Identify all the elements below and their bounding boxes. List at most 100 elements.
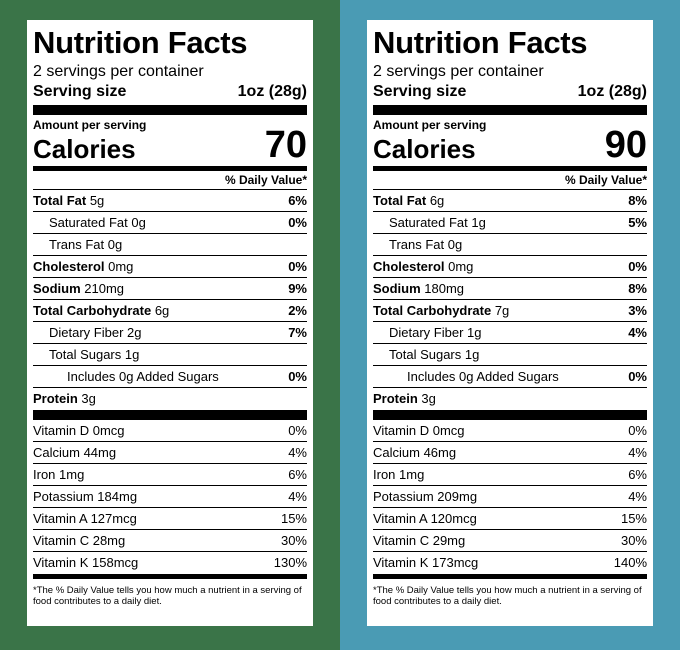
label-title: Nutrition Facts bbox=[33, 25, 248, 60]
vitamin-pct: 30% bbox=[280, 533, 307, 548]
nutrient-pct: 2% bbox=[288, 303, 307, 318]
nutrient-name-bold: Protein bbox=[33, 391, 78, 406]
vitamin-row: Iron 1mg 6% bbox=[33, 464, 307, 486]
nutrient-name: Dietary Fiber 1g bbox=[389, 325, 482, 340]
calories-value: 90 bbox=[604, 124, 647, 166]
nutrient-row: Saturated Fat 1g 5% bbox=[373, 212, 647, 234]
vitamin-row: Iron 1mg 6% bbox=[373, 464, 647, 486]
nutrient-row: Dietary Fiber 2g 7% bbox=[33, 322, 307, 344]
vitamin-row: Vitamin C 29mg 30% bbox=[373, 530, 647, 552]
nutrient-pct: 0% bbox=[628, 369, 647, 384]
nutrient-pct: 8% bbox=[628, 281, 647, 296]
nutrient-name: Includes 0g Added Sugars bbox=[67, 369, 219, 384]
nutrient-row: Includes 0g Added Sugars 0% bbox=[373, 366, 647, 388]
vitamin-name: Vitamin A 127mcg bbox=[33, 511, 137, 526]
nutrient-amount: 0mg bbox=[104, 259, 134, 274]
nutrient-pct: 5% bbox=[628, 215, 647, 230]
nutrient-amount: 180mg bbox=[420, 281, 465, 296]
nutrient-amount: 3g bbox=[417, 391, 436, 406]
nutrient-name: Trans Fat 0g bbox=[49, 237, 123, 252]
nutrient-amount: 210mg bbox=[80, 281, 125, 296]
nutrient-name-bold: Sodium bbox=[373, 281, 421, 296]
nutrient-pct: 7% bbox=[288, 325, 307, 340]
nutrient-name-bold: Total Fat bbox=[373, 193, 427, 208]
vitamin-row: Potassium 184mg 4% bbox=[33, 486, 307, 508]
serving-size-label: Serving size bbox=[33, 83, 127, 100]
vitamin-pct: 130% bbox=[273, 555, 307, 570]
nutrient-pct: 0% bbox=[628, 259, 647, 274]
nutrient-row: Trans Fat 0g bbox=[373, 234, 647, 256]
nutrient-name: Saturated Fat 1g bbox=[389, 215, 486, 230]
vitamin-pct: 15% bbox=[280, 511, 307, 526]
vitamin-row: Vitamin A 120mcg 15% bbox=[373, 508, 647, 530]
nutrient-name: Includes 0g Added Sugars bbox=[407, 369, 559, 384]
vitamin-row: Potassium 209mg 4% bbox=[373, 486, 647, 508]
nutrient-row: Dietary Fiber 1g 4% bbox=[373, 322, 647, 344]
thick-divider bbox=[373, 105, 647, 115]
nutrient-row: Cholesterol 0mg 0% bbox=[373, 256, 647, 278]
thick-divider bbox=[33, 105, 307, 115]
vitamin-pct: 30% bbox=[620, 533, 647, 548]
nutrient-pct: 4% bbox=[628, 325, 647, 340]
vitamin-pct: 140% bbox=[613, 555, 647, 570]
calories-label: Calories bbox=[373, 134, 476, 164]
nutrient-name: Dietary Fiber 2g bbox=[49, 325, 142, 340]
vitamin-row: Vitamin K 173mcg 140% bbox=[373, 552, 647, 574]
nutrient-row: Cholesterol 0mg 0% bbox=[33, 256, 307, 278]
vitamin-row: Vitamin K 158mcg 130% bbox=[33, 552, 307, 574]
vitamin-pct: 4% bbox=[628, 445, 647, 460]
vitamin-row: Vitamin A 127mcg 15% bbox=[33, 508, 307, 530]
nutrient-amount: 5g bbox=[86, 193, 105, 208]
vitamin-name: Calcium 44mg bbox=[33, 445, 117, 460]
nutrient-row: Total Carbohydrate 7g 3% bbox=[373, 300, 647, 322]
nutrient-amount: 6g bbox=[151, 303, 170, 318]
left-panel: Nutrition Facts 2 servings per container… bbox=[0, 0, 340, 650]
nutrient-row: Total Fat 5g 6% bbox=[33, 190, 307, 212]
daily-value-header: % Daily Value* bbox=[33, 171, 307, 190]
calories-row: Calories 90 bbox=[373, 126, 647, 164]
nutrition-label-left: Nutrition Facts 2 servings per container… bbox=[27, 20, 313, 626]
vitamin-row: Vitamin D 0mcg 0% bbox=[373, 420, 647, 442]
nutrient-row: Trans Fat 0g bbox=[33, 234, 307, 256]
vitamin-name: Potassium 184mg bbox=[33, 489, 138, 504]
nutrient-row: Includes 0g Added Sugars 0% bbox=[33, 366, 307, 388]
nutrient-row: Sodium 210mg 9% bbox=[33, 278, 307, 300]
footer-divider bbox=[373, 574, 647, 579]
vitamin-pct: 0% bbox=[288, 423, 307, 438]
nutrient-name-bold: Cholesterol bbox=[373, 259, 445, 274]
nutrient-pct: 6% bbox=[288, 193, 307, 208]
servings-per-container: 2 servings per container bbox=[373, 63, 544, 80]
label-title: Nutrition Facts bbox=[373, 25, 588, 60]
footnote: *The % Daily Value tells you how much a … bbox=[373, 585, 642, 607]
daily-value-header: % Daily Value* bbox=[373, 171, 647, 190]
medium-divider bbox=[373, 166, 647, 171]
nutrient-amount: 0mg bbox=[444, 259, 474, 274]
nutrient-amount: 7g bbox=[491, 303, 510, 318]
vitamin-row: Vitamin D 0mcg 0% bbox=[33, 420, 307, 442]
vitamin-name: Vitamin K 158mcg bbox=[33, 555, 139, 570]
nutrient-pct: 9% bbox=[288, 281, 307, 296]
thick-divider bbox=[33, 410, 307, 420]
vitamin-name: Potassium 209mg bbox=[373, 489, 478, 504]
thick-divider bbox=[373, 410, 647, 420]
calories-value: 70 bbox=[264, 124, 307, 166]
servings-per-container: 2 servings per container bbox=[33, 63, 204, 80]
nutrient-row: Total Carbohydrate 6g 2% bbox=[33, 300, 307, 322]
nutrient-pct: 8% bbox=[628, 193, 647, 208]
nutrient-row: Total Sugars 1g bbox=[33, 344, 307, 366]
vitamin-pct: 6% bbox=[288, 467, 307, 482]
nutrient-name-bold: Cholesterol bbox=[33, 259, 105, 274]
nutrient-name-bold: Protein bbox=[373, 391, 418, 406]
nutrient-row: Sodium 180mg 8% bbox=[373, 278, 647, 300]
vitamin-row: Calcium 46mg 4% bbox=[373, 442, 647, 464]
vitamin-pct: 4% bbox=[288, 489, 307, 504]
vitamin-name: Vitamin K 173mcg bbox=[373, 555, 479, 570]
vitamin-name: Vitamin D 0mcg bbox=[373, 423, 465, 438]
vitamin-pct: 6% bbox=[628, 467, 647, 482]
serving-size-row: Serving size 1oz (28g) bbox=[373, 82, 647, 102]
nutrient-amount: 6g bbox=[426, 193, 445, 208]
vitamin-row: Vitamin C 28mg 30% bbox=[33, 530, 307, 552]
vitamin-pct: 0% bbox=[628, 423, 647, 438]
vitamin-name: Vitamin D 0mcg bbox=[33, 423, 125, 438]
vitamin-pct: 4% bbox=[288, 445, 307, 460]
